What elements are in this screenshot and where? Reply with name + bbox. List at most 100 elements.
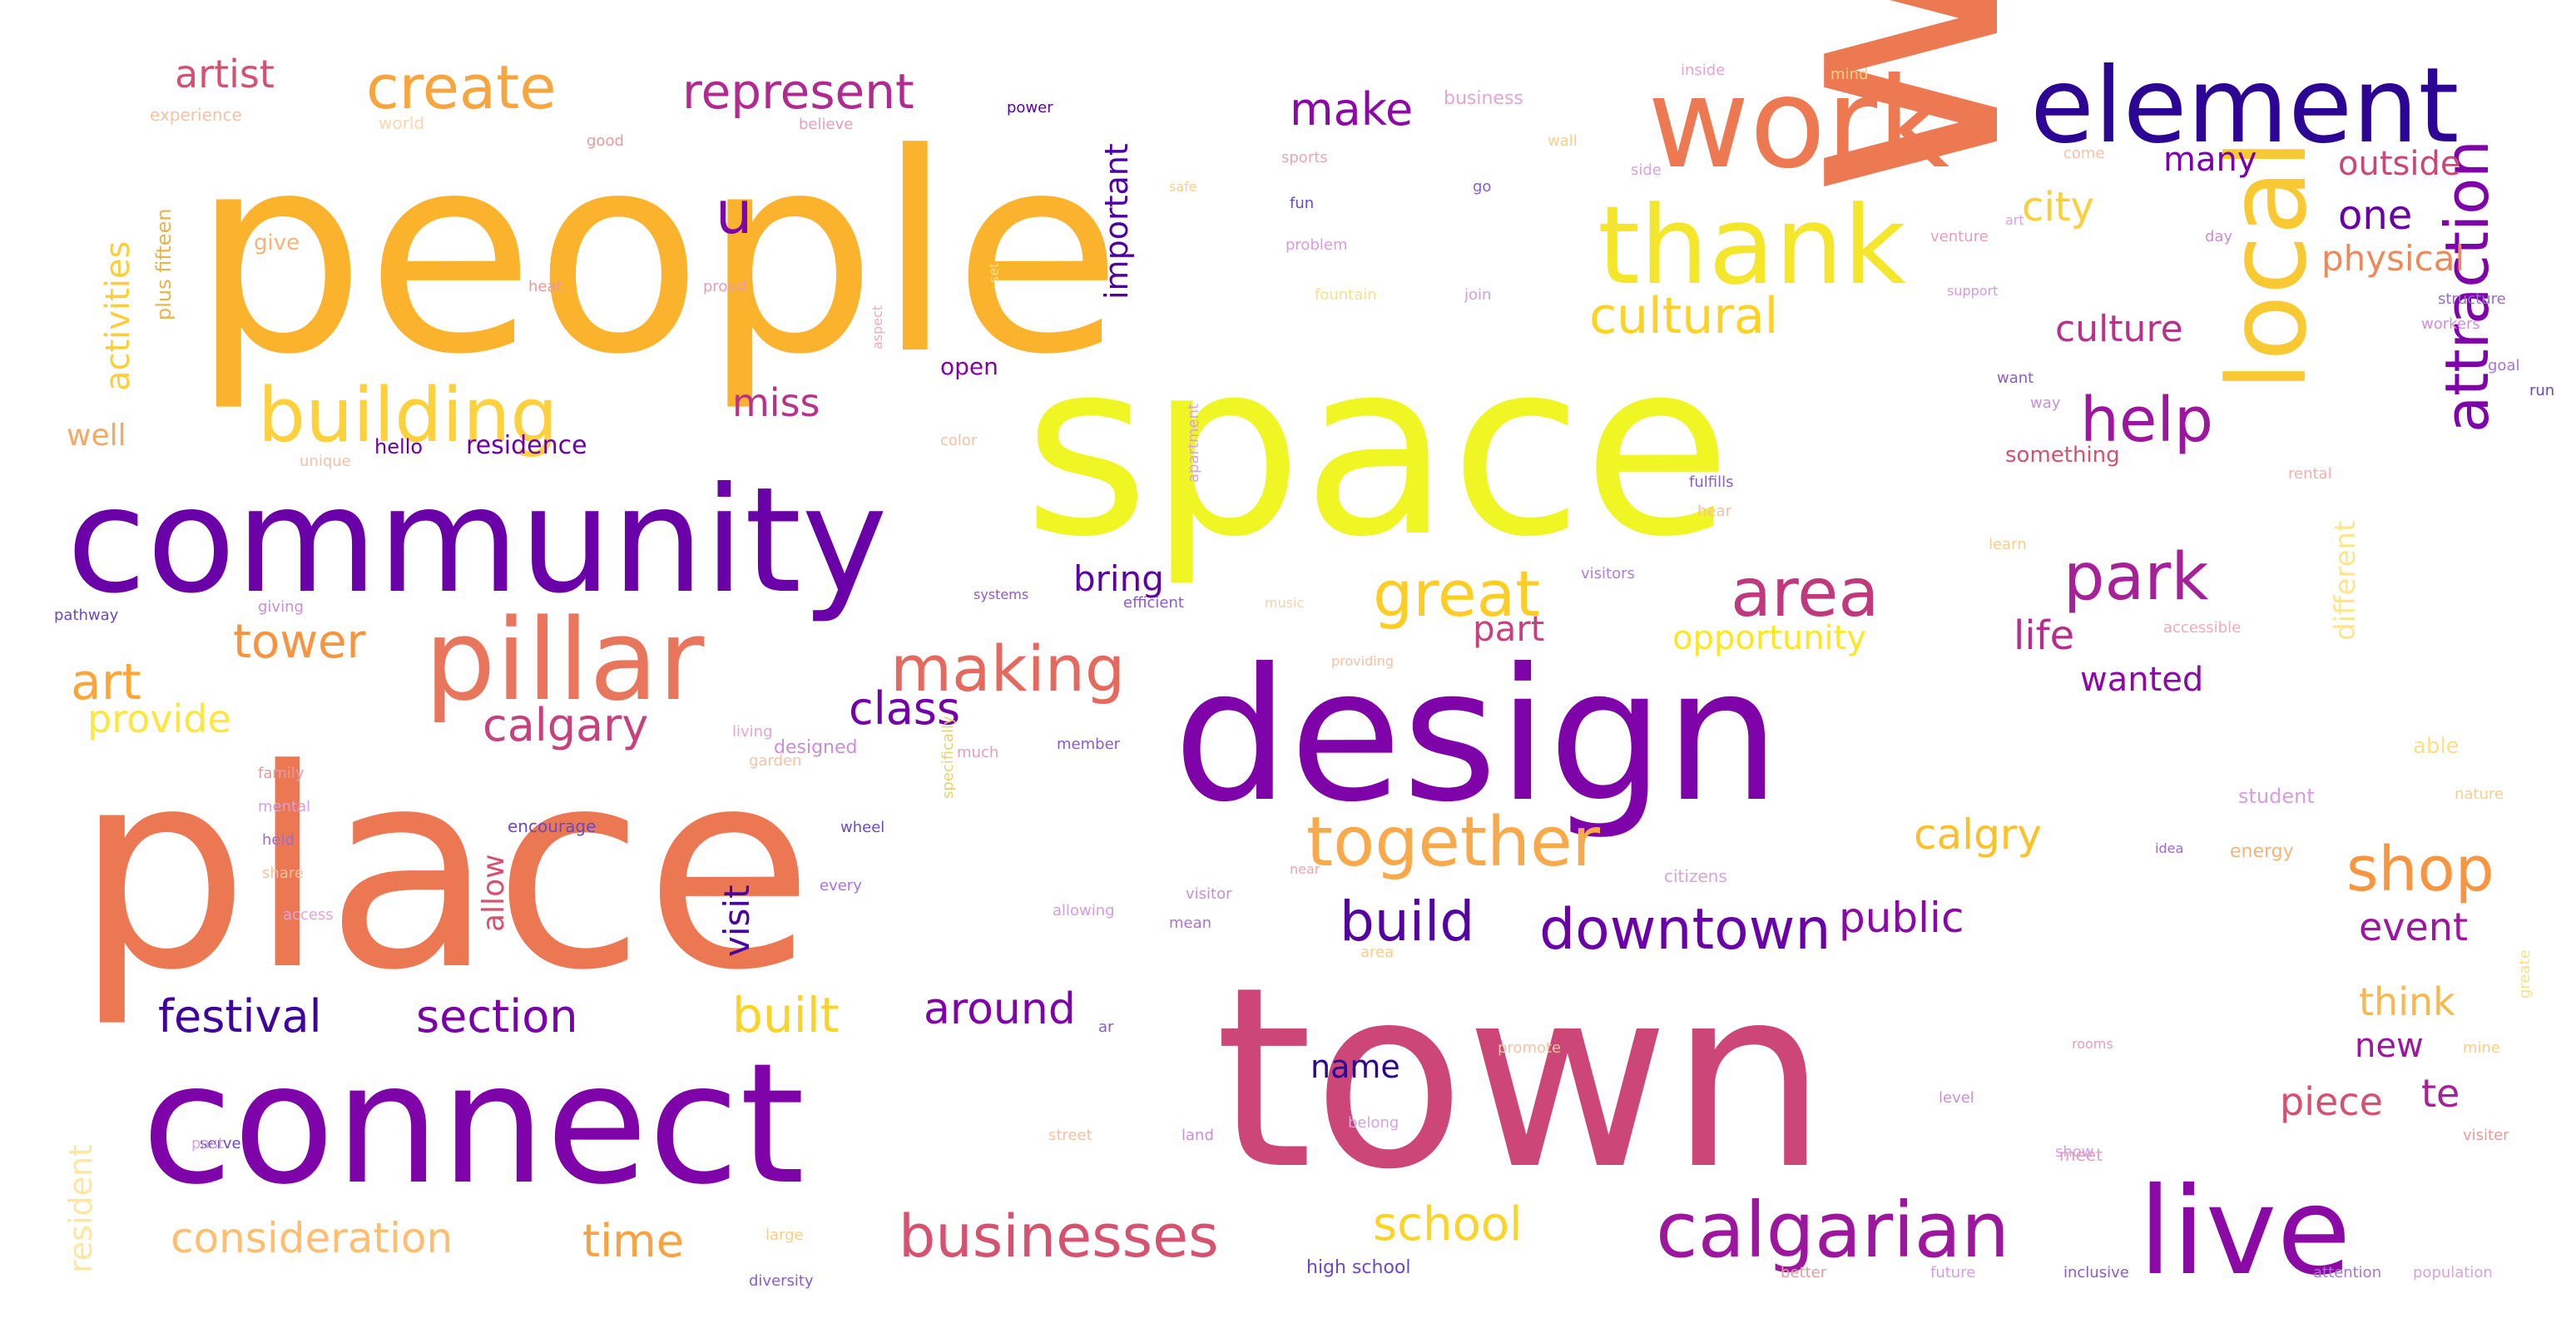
word-garden: garden (749, 752, 801, 770)
word-tower: tower (233, 615, 366, 669)
word-way: way (2030, 394, 2061, 412)
word-design: design (1173, 629, 1781, 842)
word-promote: promote (1498, 1039, 1561, 1057)
word-community: community (67, 457, 888, 626)
word-able: able (2413, 734, 2460, 759)
word-music: music (1265, 595, 1304, 611)
word-systems: systems (973, 587, 1028, 602)
word-visitor: visitor (1186, 885, 1232, 903)
word-life: life (2014, 612, 2074, 659)
word-area: area (1360, 944, 1394, 961)
word-believe: believe (799, 116, 853, 133)
word-visitors: visitors (1581, 565, 1635, 582)
word-together: together (1306, 803, 1600, 882)
word-connect: connect (141, 1028, 805, 1222)
word-hear: hear (1697, 503, 1732, 520)
word-well: well (67, 419, 126, 453)
word-town: town (1215, 934, 1828, 1224)
word-physical: physical (2321, 238, 2465, 279)
word-past: past (191, 1135, 224, 1152)
word-workers: workers (2421, 315, 2480, 333)
word-downtown: downtown (1539, 897, 1830, 963)
word-encourage: encourage (508, 816, 596, 836)
word-support: support (1947, 283, 1998, 299)
word-park: park (2063, 540, 2209, 615)
word-idea: idea (2155, 840, 2183, 856)
word-want: want (1997, 369, 2034, 387)
word-join: join (1464, 286, 1491, 304)
word-businesses: businesses (899, 1202, 1219, 1271)
word-building: building (258, 372, 557, 459)
word-piece: piece (2280, 1079, 2383, 1124)
word-inclusive: inclusive (2063, 1264, 2129, 1281)
word-art: art (71, 653, 141, 711)
word-te: te (2421, 1071, 2460, 1116)
word-make: make (1290, 83, 1413, 136)
word-section: section (416, 990, 577, 1043)
word-visiter: visiter (2463, 1127, 2509, 1144)
word-space: space (1023, 310, 1731, 590)
word-time: time (582, 1215, 684, 1267)
word-local: local (2204, 139, 2331, 391)
word-safe: safe (1169, 179, 1197, 195)
word-show: show (2055, 1143, 2094, 1161)
word-making: making (890, 632, 1125, 706)
word-structure: structure (2438, 290, 2506, 308)
word-consideration: consideration (171, 1214, 453, 1262)
word-giving: giving (258, 598, 304, 616)
word-experience: experience (150, 105, 242, 125)
word-residence: residence (466, 431, 587, 460)
word-sports: sports (1281, 149, 1328, 166)
word-set: set (986, 263, 1002, 283)
word-mind: mind (1830, 66, 1868, 83)
word-create: create (366, 52, 557, 122)
word-help: help (2080, 384, 2213, 456)
word-allowing: allowing (1053, 902, 1115, 919)
word-come: come (2063, 145, 2105, 162)
word-belong: belong (1348, 1114, 1399, 1132)
word-apartment: apartment (1185, 404, 1202, 483)
word-greate: greate (2516, 949, 2534, 999)
word-proud: proud (703, 278, 746, 295)
word-element: element (2030, 46, 2459, 166)
word-ar: ar (1098, 1018, 1114, 1036)
word-designed: designed (774, 737, 857, 758)
word-artist: artist (175, 52, 275, 97)
word-day: day (2205, 228, 2232, 245)
word-calgry: calgry (1914, 810, 2042, 859)
word-great: great (1373, 557, 1540, 631)
word-wall: wall (1548, 132, 1578, 150)
word-festival: festival (158, 990, 322, 1043)
word-citizens: citizens (1664, 866, 1727, 886)
word-street: street (1048, 1127, 1092, 1144)
word-energy: energy (2230, 841, 2294, 862)
word-name: name (1310, 1048, 1400, 1085)
word-student: student (2238, 785, 2315, 808)
word-shop: shop (2346, 834, 2494, 905)
word-place: place (75, 711, 814, 1030)
word-open: open (940, 353, 998, 380)
word-attraction: attraction (2432, 140, 2502, 433)
word-mental: mental (258, 798, 310, 815)
word-unique: unique (300, 453, 351, 470)
word-rental: rental (2288, 465, 2332, 483)
word-wheel: wheel (840, 819, 884, 836)
word-population: population (2413, 1264, 2493, 1281)
word-bring: bring (1073, 558, 1164, 599)
word-fulfills: fulfills (1689, 473, 1733, 491)
word-miss: miss (732, 380, 820, 425)
word-held: held (262, 831, 295, 849)
word-work: work (1647, 52, 1949, 196)
word-fountain: fountain (1315, 286, 1377, 304)
word-every: every (820, 877, 862, 894)
word-power: power (1007, 99, 1053, 116)
word-accessible: accessible (2163, 619, 2241, 637)
word-public: public (1839, 894, 1964, 942)
word-one: one (2338, 192, 2412, 239)
word-access: access (283, 906, 334, 924)
word-hello: hello (374, 435, 423, 458)
word-build: build (1340, 890, 1474, 954)
word-plus-fifteen: plus fifteen (152, 208, 176, 320)
word-mean: mean (1169, 914, 1211, 932)
